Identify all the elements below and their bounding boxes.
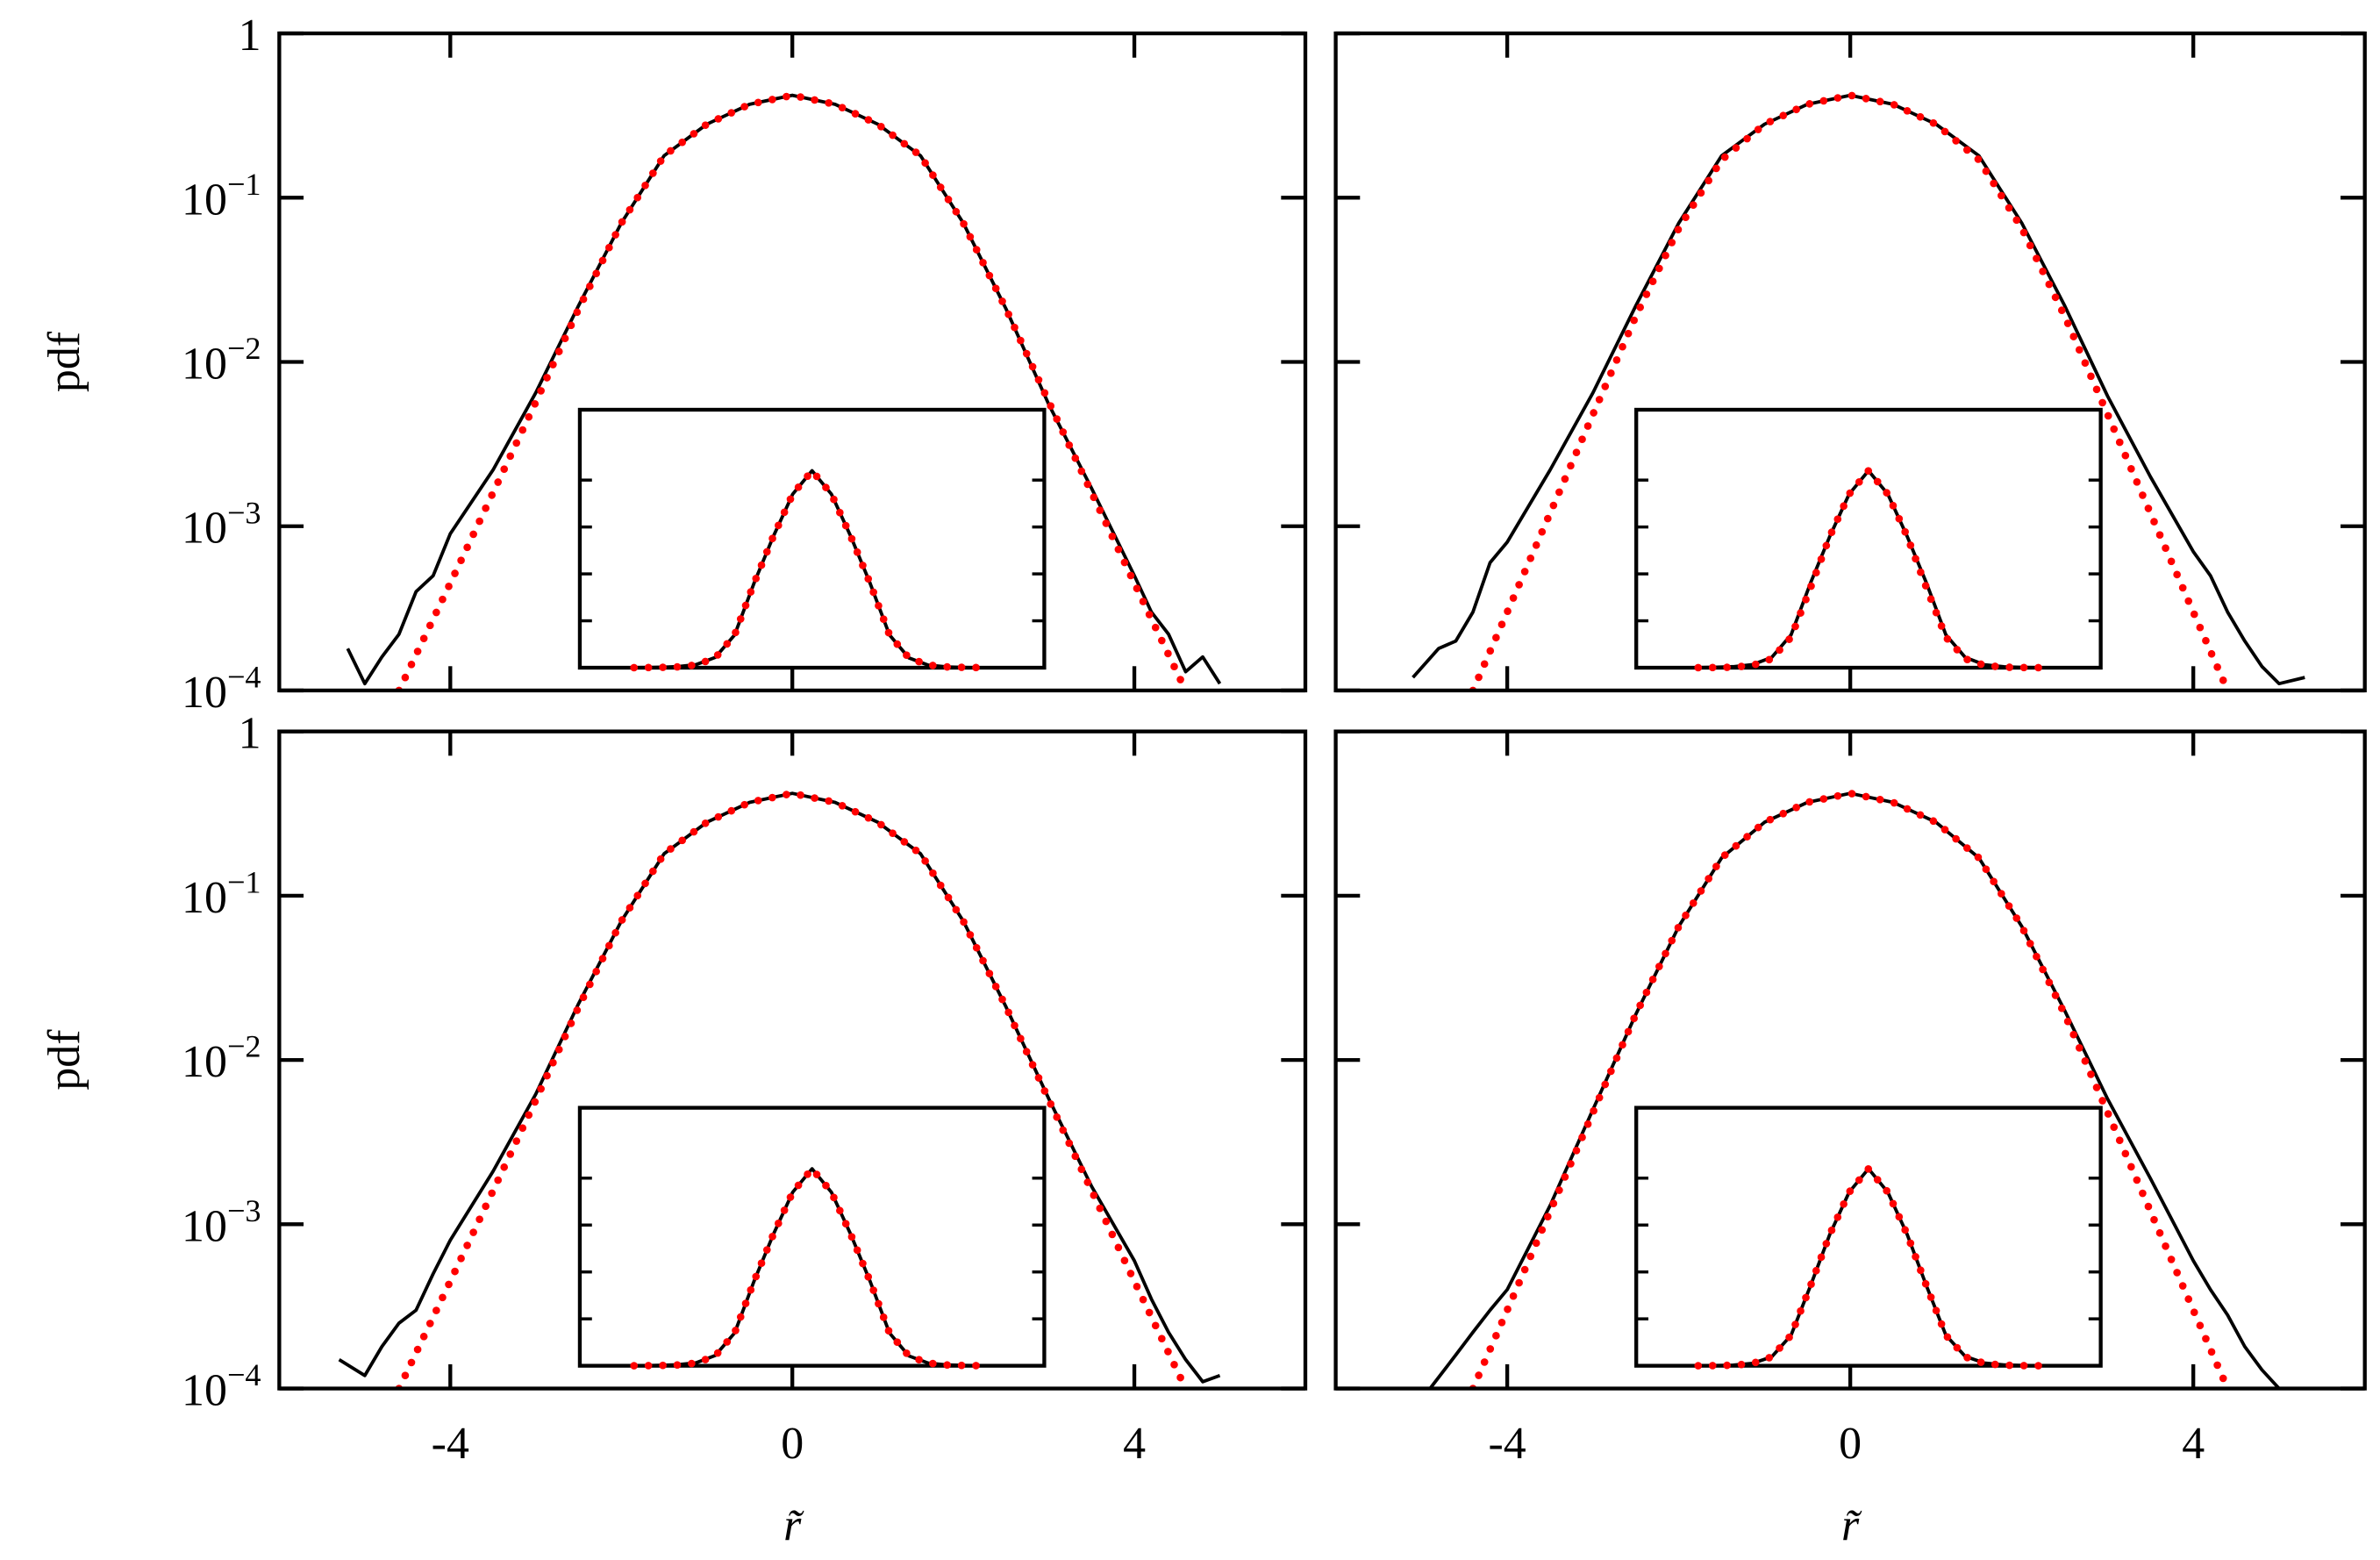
tick-exponent: −2 <box>227 331 261 366</box>
x-tick-label: 4 <box>2182 1419 2205 1469</box>
tick-base: 10 <box>182 1366 227 1416</box>
tick-exponent: −4 <box>227 660 261 695</box>
data-line <box>1469 789 2232 1389</box>
data-line <box>395 91 1190 691</box>
tick-exponent: −4 <box>227 1357 261 1392</box>
inset-line <box>1694 464 2043 672</box>
tick-base: 10 <box>182 1037 227 1087</box>
panel <box>1333 31 2367 693</box>
x-tick-label: -4 <box>1489 1419 1526 1469</box>
tick-exponent: −1 <box>227 167 261 202</box>
x-axis-label: r̃ <box>1841 1501 1862 1551</box>
tick-exponent: −2 <box>227 1029 261 1064</box>
y-tick-label: 1 <box>239 709 261 759</box>
y-tick-label: 1 <box>239 11 261 61</box>
x-tick-label: 0 <box>781 1419 804 1469</box>
inset-line <box>1694 1163 2043 1370</box>
data-line <box>395 789 1190 1389</box>
tick-base: 10 <box>182 175 227 225</box>
y-tick-label: 10−3 <box>182 495 261 553</box>
tick-base: 10 <box>182 668 227 718</box>
y-tick-label: 10−2 <box>182 331 261 389</box>
tick-base: 10 <box>182 873 227 923</box>
panel: -4 0 4 r̃ <box>1333 729 2367 1551</box>
tick-exponent: −1 <box>227 864 261 899</box>
tick-base: 10 <box>182 340 227 390</box>
plot-area <box>1428 789 2281 1389</box>
x-tick-label: 0 <box>1839 1419 1862 1469</box>
tick-base: 10 <box>182 1201 227 1251</box>
y-tick-label: 10−4 <box>182 1357 261 1415</box>
tick-base: 10 <box>182 504 227 554</box>
y-axis-label: pdf <box>39 1029 89 1091</box>
y-tick-label: 10−2 <box>182 1029 261 1087</box>
y-tick-label: 10−1 <box>182 167 261 225</box>
inset-frame <box>577 407 1047 670</box>
plot-area <box>1412 91 2305 691</box>
tick-exponent: −3 <box>227 1193 261 1228</box>
data-line <box>1469 91 2232 691</box>
y-tick-label: 10−1 <box>182 864 261 922</box>
data-line <box>1428 791 2281 1389</box>
plot-area <box>338 789 1221 1389</box>
tick-exponent: −3 <box>227 495 261 530</box>
inset-frame <box>1634 1106 2103 1368</box>
data-line <box>1412 93 2305 686</box>
x-tick-label: 4 <box>1123 1419 1146 1469</box>
plot-area <box>346 91 1222 691</box>
x-tick-label: -4 <box>432 1419 469 1469</box>
x-axis-label: r̃ <box>783 1501 804 1551</box>
y-tick-label: 10−4 <box>182 660 261 718</box>
y-tick-label: 10−3 <box>182 1193 261 1251</box>
inset-frame <box>1634 407 2103 670</box>
y-axis-label: pdf <box>39 331 89 392</box>
inset-frame <box>577 1106 1047 1368</box>
